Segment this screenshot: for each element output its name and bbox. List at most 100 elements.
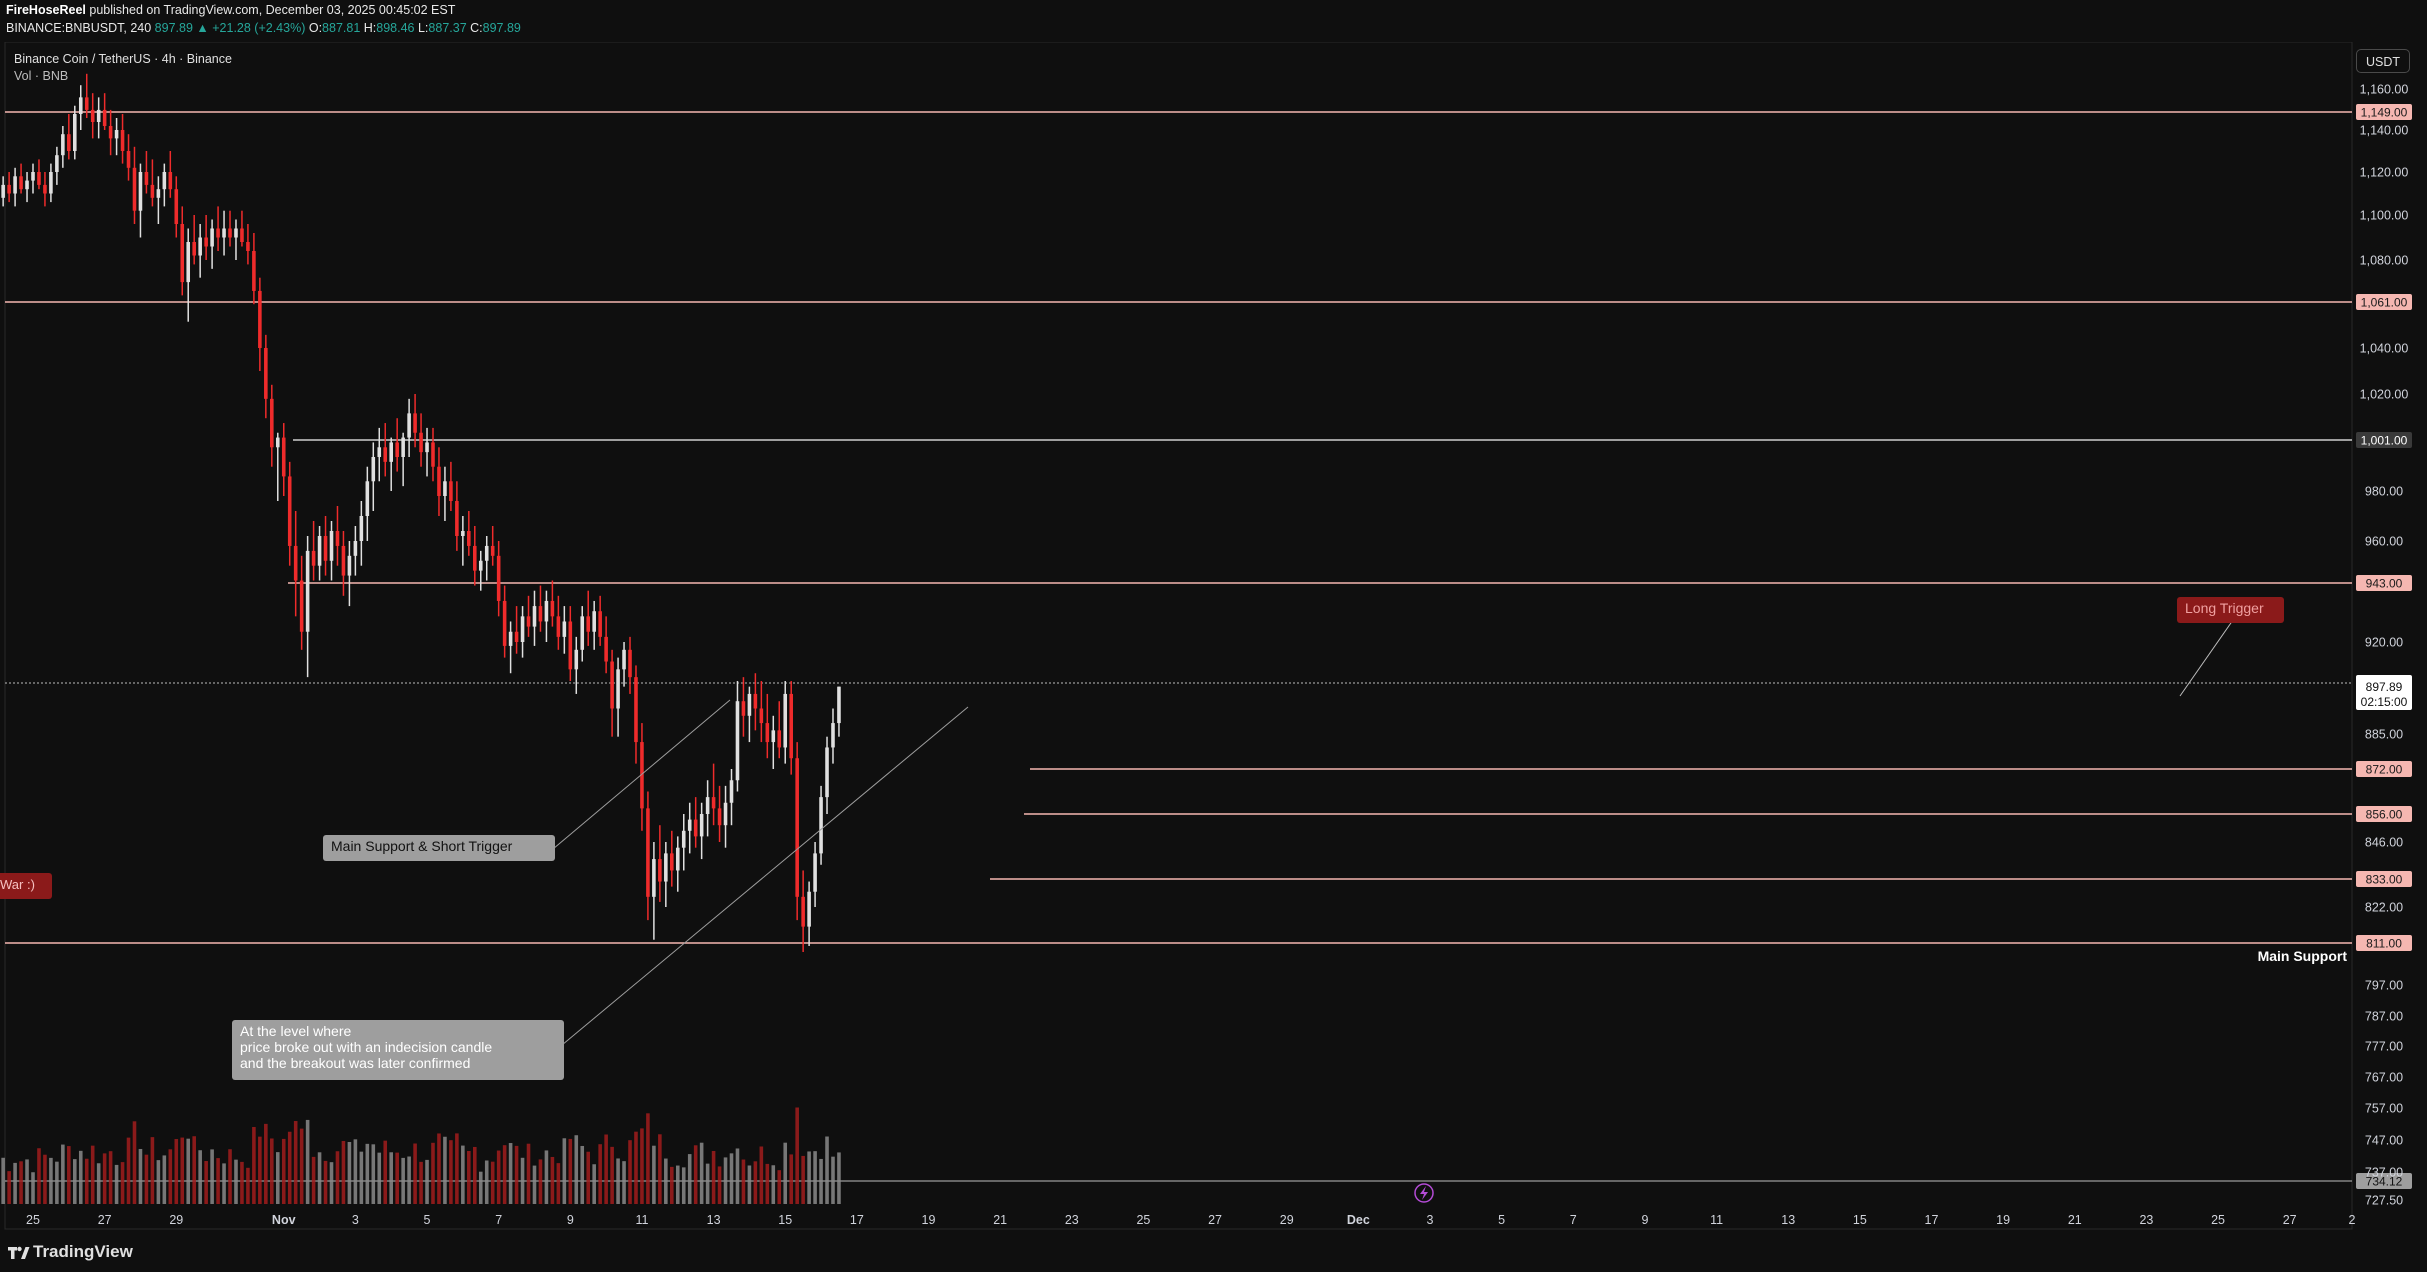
time-tick-label: 17 — [1925, 1213, 1939, 1227]
long-trigger-callout-text: Long Trigger — [2185, 600, 2264, 616]
open-label: O: — [308, 21, 323, 35]
candle-body — [723, 802, 728, 826]
volume-bar — [37, 1148, 41, 1204]
volume-bar — [246, 1167, 250, 1204]
candle-body — [228, 228, 232, 238]
volume-bar — [532, 1165, 537, 1204]
close-label: C: — [470, 21, 483, 35]
legend-title[interactable]: Binance Coin / TetherUS · 4h · Binance — [14, 52, 232, 66]
current-price-value: 897.89 — [2366, 680, 2403, 694]
candle-body — [592, 611, 596, 632]
candle-body — [275, 437, 280, 448]
candle-body — [610, 661, 614, 709]
level-price-label: 872.00 — [2356, 761, 2412, 777]
candle-body — [240, 228, 244, 242]
volume-bar — [640, 1128, 644, 1204]
level-price-label-bg — [2356, 104, 2412, 120]
volume-level-label-bg — [2356, 1173, 2412, 1189]
candle-body — [347, 555, 352, 576]
low-label: L: — [417, 21, 429, 35]
volume-bar — [801, 1155, 805, 1204]
time-tick-label: 2 — [2349, 1213, 2356, 1227]
currency-button[interactable]: USDT — [2356, 49, 2410, 73]
main-support-label: Main Support — [2258, 948, 2348, 964]
candle-body — [78, 97, 83, 114]
candle-body — [711, 797, 716, 809]
candle-body — [425, 442, 429, 453]
lightning-icon-ring — [1414, 1183, 1434, 1203]
open-value: 887.81 — [322, 21, 361, 35]
volume-bar — [67, 1146, 71, 1204]
volume-bar — [407, 1156, 411, 1204]
time-tick-label: 3 — [352, 1213, 359, 1227]
volume-bar — [156, 1160, 161, 1204]
price-tick-label: 787.00 — [2365, 1010, 2403, 1024]
volume-bar — [431, 1142, 435, 1204]
candle-body — [168, 172, 173, 190]
long-trigger-callout-bg — [2177, 597, 2284, 623]
volume-bar — [419, 1161, 423, 1204]
volume-bar — [837, 1152, 841, 1204]
candle-body — [186, 242, 191, 283]
candle-body — [574, 649, 579, 670]
time-tick-label: 15 — [1853, 1213, 1867, 1227]
level-price-label-bg — [2356, 761, 2412, 777]
volume-bar — [807, 1151, 811, 1204]
candle-body — [108, 126, 113, 139]
level-price-label-bg — [2356, 935, 2412, 951]
time-tick-label: 5 — [424, 1213, 431, 1227]
candle-body — [795, 758, 799, 897]
candle-body — [43, 184, 47, 194]
tradingview-logo[interactable]: TradingView — [8, 1242, 133, 1262]
current-price-badge-bg — [2356, 678, 2412, 711]
time-tick-label: 11 — [1710, 1213, 1723, 1227]
volume-bar — [586, 1151, 591, 1204]
indecision-callout-text: price broke out with an indecision candl… — [240, 1039, 492, 1055]
candle-body — [150, 184, 155, 198]
time-tick-label: 15 — [778, 1213, 792, 1227]
volume-bar — [299, 1128, 304, 1204]
candle-body — [502, 600, 507, 646]
price-tick-label: 1,020.00 — [2360, 388, 2409, 402]
price-tick-label: 737.00 — [2365, 1166, 2403, 1180]
time-tick-label: 25 — [26, 1213, 40, 1227]
price-axis[interactable]: 1,149.00 1,061.00 1,001.00 943.00 872.00 856.… — [2356, 83, 2412, 1208]
candle-body — [377, 447, 382, 457]
candle-body — [90, 109, 95, 122]
short-trigger-callout-text: Main Support & Short Trigger — [331, 838, 513, 854]
volume-bar — [252, 1127, 256, 1204]
candle-body — [96, 109, 101, 122]
candle-body — [210, 228, 214, 247]
level-price-label: 1,061.00 — [2356, 294, 2412, 310]
time-tick-label: 17 — [850, 1213, 864, 1227]
volume-bar — [281, 1138, 286, 1204]
level-price-label-text: 1,001.00 — [2361, 434, 2408, 448]
candle-body — [37, 172, 41, 185]
volume-bar — [311, 1156, 316, 1204]
volume-bar — [723, 1157, 728, 1204]
candle-body — [705, 797, 710, 814]
volume-bar — [455, 1133, 459, 1204]
author-name[interactable]: FireHoseReel — [6, 3, 86, 17]
volume-bar — [72, 1159, 77, 1204]
legend-volume[interactable]: Vol · BNB — [14, 69, 69, 83]
candle-body — [461, 531, 465, 536]
time-tick-label: 21 — [993, 1213, 1007, 1227]
volume-bar — [604, 1134, 608, 1204]
volume-level-label: 734.12 — [2356, 1173, 2412, 1189]
candle-body — [19, 176, 23, 190]
volume-bar — [496, 1150, 501, 1204]
volume-bar — [293, 1121, 298, 1204]
time-axis[interactable]: 25 27 29 Nov 3 5 7 9 11 13 15 17 19 21 23 25 27 29 Dec 3 5 7 9… — [5, 1213, 2356, 1230]
candle-body — [413, 413, 417, 433]
level-price-label-text: 872.00 — [2366, 763, 2403, 777]
volume-bar — [819, 1158, 823, 1204]
volume-bar — [204, 1161, 208, 1204]
level-price-label-text: 1,149.00 — [2361, 106, 2408, 120]
level-price-label-text: 1,061.00 — [2361, 296, 2408, 310]
time-tick-label: 5 — [1498, 1213, 1505, 1227]
volume-bar — [592, 1164, 596, 1204]
